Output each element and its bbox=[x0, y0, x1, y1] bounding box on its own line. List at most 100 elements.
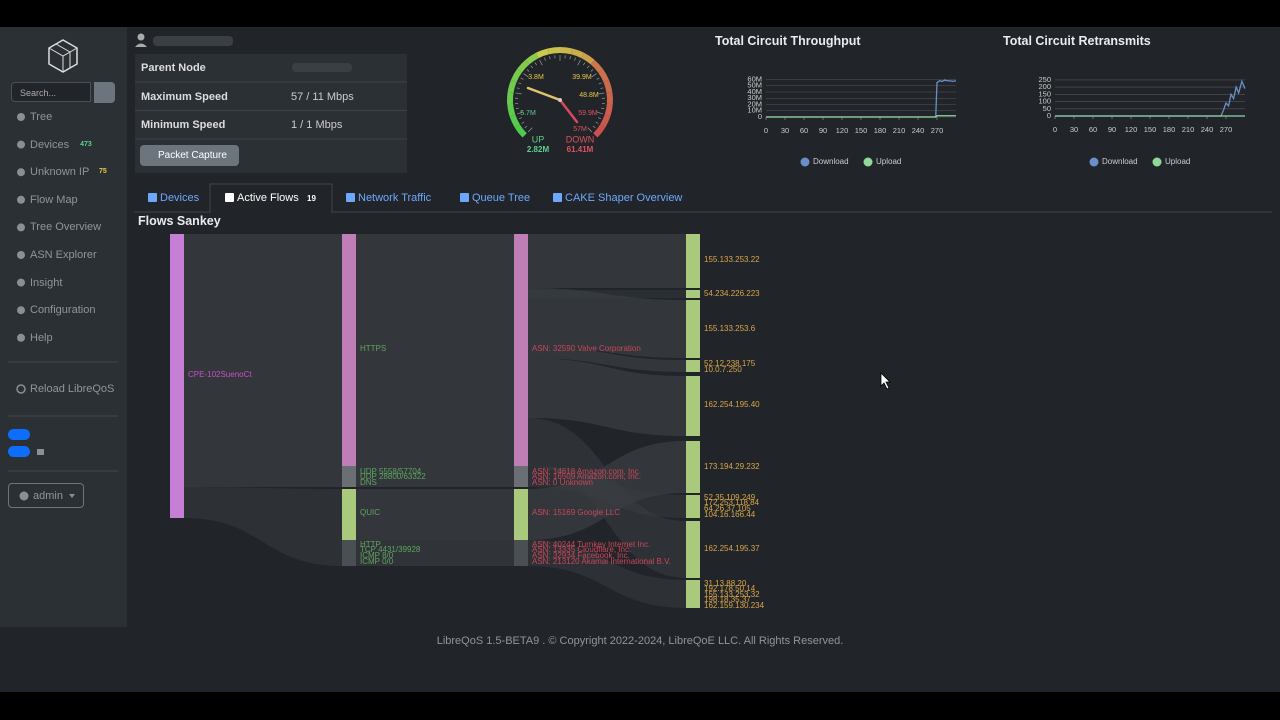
gauge-scale-label: 57M bbox=[573, 126, 587, 133]
x-tick-label: 150 bbox=[1144, 125, 1157, 134]
legend-swatch bbox=[1152, 157, 1162, 167]
info-value: 57 / 11 Mbps bbox=[291, 90, 354, 103]
x-tick-label: 180 bbox=[1163, 125, 1176, 134]
sankey-link bbox=[356, 466, 514, 487]
toggle-switch[interactable] bbox=[8, 429, 30, 440]
sankey-node bbox=[686, 521, 700, 578]
tab-icon bbox=[460, 193, 469, 202]
gauge-tick bbox=[587, 65, 590, 69]
y-tick-label: 10M bbox=[747, 106, 762, 115]
tab-icon bbox=[148, 193, 157, 202]
sankey-label: DNS bbox=[360, 478, 377, 487]
gauge-tick bbox=[583, 62, 586, 66]
nav-item[interactable]: Help bbox=[30, 331, 53, 344]
info-label: Maximum Speed bbox=[141, 90, 228, 103]
sankey-label: UDP 28800/63322 bbox=[360, 472, 426, 481]
gauge-tick bbox=[515, 92, 522, 95]
reload-link[interactable]: Reload LibreQoS bbox=[30, 383, 115, 395]
sankey-link bbox=[528, 346, 686, 372]
tab[interactable]: Devices bbox=[160, 192, 200, 204]
x-tick-label: 0 bbox=[1053, 125, 1057, 134]
mouse-cursor bbox=[880, 372, 891, 390]
tab[interactable]: Active Flows bbox=[237, 192, 299, 204]
gauge-scale-label: 39.9M bbox=[572, 74, 592, 81]
nav-item[interactable]: Tree Overview bbox=[30, 221, 102, 234]
gauge-band bbox=[511, 68, 523, 83]
gauge-tick bbox=[539, 59, 543, 66]
sankey-link bbox=[528, 234, 686, 288]
gauge-tick bbox=[523, 73, 529, 78]
x-tick-label: 270 bbox=[931, 126, 944, 135]
y-tick-label: 20M bbox=[747, 99, 762, 108]
sankey-link bbox=[184, 466, 342, 487]
gauge-tick bbox=[601, 107, 605, 110]
toggle-switch[interactable] bbox=[8, 446, 30, 457]
sankey-label: HTTP bbox=[360, 540, 381, 549]
sankey-link bbox=[184, 234, 342, 466]
sankey-label: 54.234.226.223 bbox=[704, 289, 760, 298]
sankey-node bbox=[686, 580, 700, 608]
reload-icon bbox=[16, 384, 26, 394]
nav-item[interactable]: Flow Map bbox=[30, 193, 78, 206]
series-line bbox=[766, 115, 956, 118]
gauge-scale-label: 3.8M bbox=[528, 74, 544, 81]
gauge-band bbox=[604, 103, 613, 117]
gauge-tick bbox=[574, 57, 576, 61]
gauge-tick bbox=[518, 82, 522, 85]
y-tick-label: 30M bbox=[747, 93, 762, 102]
x-tick-label: 60 bbox=[800, 126, 808, 135]
search-button[interactable] bbox=[94, 82, 115, 103]
sankey-node bbox=[686, 290, 700, 298]
tab-icon bbox=[346, 193, 355, 202]
gauge-tick bbox=[534, 62, 537, 66]
tab-icon bbox=[553, 193, 562, 202]
gauge-band bbox=[600, 114, 611, 128]
nav-item[interactable]: Unknown IP bbox=[30, 166, 90, 179]
gauge-tick bbox=[592, 125, 596, 129]
gauge-scale-label: 48.8M bbox=[579, 92, 599, 99]
y-tick-label: 100 bbox=[1038, 97, 1051, 106]
sankey-label: 155.133.253.6 bbox=[704, 324, 756, 333]
user-name[interactable]: admin bbox=[33, 490, 63, 502]
nav-item[interactable]: Configuration bbox=[30, 304, 96, 317]
sankey-label: ICMP 8/0 bbox=[360, 551, 394, 560]
gauge-band bbox=[581, 52, 595, 65]
gauge-tick bbox=[587, 127, 593, 133]
y-tick-label: 50 bbox=[1043, 104, 1051, 113]
sankey-label: 155.133.253.32 bbox=[704, 590, 760, 599]
x-tick-label: 90 bbox=[1108, 125, 1116, 134]
sankey-link bbox=[528, 358, 686, 436]
packet-capture-button[interactable]: Packet Capture bbox=[140, 145, 239, 166]
gauge-scale-label: 59.9M bbox=[578, 110, 598, 117]
tab[interactable]: Network Traffic bbox=[358, 192, 432, 204]
gauge-band bbox=[514, 124, 527, 138]
y-tick-label: 50M bbox=[747, 81, 762, 90]
nav-item[interactable]: Tree bbox=[30, 111, 53, 123]
sankey-node bbox=[514, 540, 528, 566]
y-tick-label: 150 bbox=[1038, 89, 1051, 98]
user-menu[interactable] bbox=[8, 483, 84, 508]
gauge-tick bbox=[590, 69, 594, 72]
sankey-label: ASN: 13335 Cloudflare, Inc. bbox=[532, 545, 631, 554]
search-input[interactable]: Search... bbox=[11, 82, 91, 102]
tab[interactable]: Queue Tree bbox=[472, 192, 531, 204]
x-tick-label: 120 bbox=[836, 126, 849, 135]
gauge-band bbox=[559, 47, 573, 55]
x-tick-label: 60 bbox=[1089, 125, 1097, 134]
gauge-needle-up bbox=[526, 86, 562, 102]
tab[interactable]: CAKE Shaper Overview bbox=[565, 192, 683, 204]
nav-item[interactable]: Devices bbox=[30, 138, 70, 151]
sankey-node bbox=[514, 489, 528, 540]
chart-title: Total Circuit Retransmits bbox=[1003, 34, 1151, 48]
gauge-tick bbox=[600, 87, 604, 89]
gauge-hub bbox=[558, 98, 562, 102]
nav-item[interactable]: ASN Explorer bbox=[30, 249, 97, 261]
sankey-label: ASN: 14618 Amazon.com, Inc. bbox=[532, 467, 641, 476]
sankey-node bbox=[686, 234, 700, 288]
sidebar bbox=[0, 27, 127, 627]
y-tick-label: 200 bbox=[1038, 82, 1051, 91]
sankey-label: 104.16.166.44 bbox=[704, 510, 756, 519]
nav-item[interactable]: Insight bbox=[30, 276, 63, 289]
gauge-band bbox=[517, 59, 530, 73]
